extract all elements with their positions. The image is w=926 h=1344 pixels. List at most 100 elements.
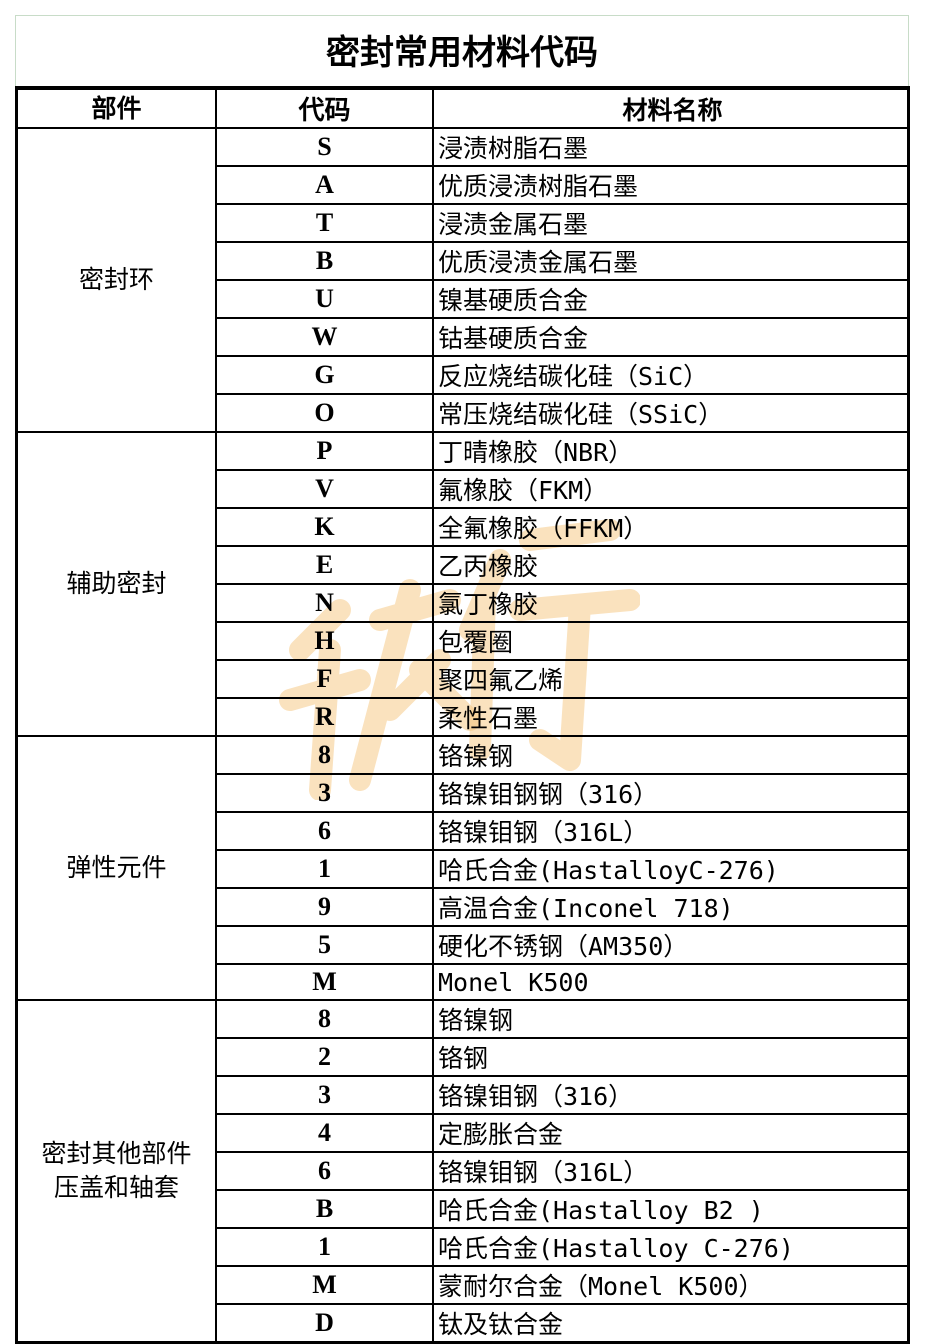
code-cell: O bbox=[215, 393, 434, 433]
code-cell: B bbox=[215, 1189, 434, 1229]
part-label: 密封环 bbox=[78, 265, 154, 294]
material-cell: 氟橡胶（FKM） bbox=[432, 469, 910, 509]
table-row: 弹性元件 8 铬镍钢 bbox=[15, 735, 910, 1001]
code-cell: F bbox=[215, 659, 434, 699]
material-cell: 铬钢 bbox=[432, 1037, 910, 1077]
code-cell: 6 bbox=[215, 1151, 434, 1191]
table-row: 3 铬镍钼钢（316） bbox=[17, 1075, 910, 1115]
code-cell: 8 bbox=[215, 735, 434, 775]
material-cell: 优质浸渍金属石墨 bbox=[432, 241, 910, 281]
code-cell: K bbox=[215, 507, 434, 547]
table-row: 辅助密封 P 丁晴橡胶（NBR） bbox=[15, 431, 910, 737]
code-cell: T bbox=[215, 203, 434, 243]
material-cell: 哈氏合金(Hastalloy C-276) bbox=[432, 1227, 910, 1267]
part-label: 压盖和轴套 bbox=[53, 1173, 179, 1202]
material-cell: 蒙耐尔合金（Monel K500） bbox=[432, 1265, 910, 1305]
materials-table: 部件 代码 材料名称 密封环 S 浸渍树脂石墨 A 优质浸渍树脂石墨 T 浸渍金属石墨 B 优质… bbox=[15, 86, 910, 1344]
code-cell: E bbox=[215, 545, 434, 585]
part-cell: 密封环 bbox=[15, 127, 217, 433]
code-cell: D bbox=[215, 1303, 434, 1344]
code-cell: 1 bbox=[215, 849, 434, 889]
table-row: H 包覆圈 bbox=[17, 621, 910, 661]
code-cell: 8 bbox=[215, 999, 434, 1039]
code-cell: U bbox=[215, 279, 434, 319]
material-cell: 常压烧结碳化硅（SSiC） bbox=[432, 393, 910, 433]
part-cell: 弹性元件 bbox=[15, 735, 217, 1001]
material-cell: 氯丁橡胶 bbox=[432, 583, 910, 623]
material-cell: 铬镍钼钢（316L） bbox=[432, 1151, 910, 1191]
code-cell: P bbox=[215, 431, 434, 471]
table-row: R 柔性石墨 bbox=[17, 697, 910, 737]
table-row: 2 铬钢 bbox=[17, 1037, 910, 1077]
material-cell: 铬镍钼钢（316L） bbox=[432, 811, 910, 851]
code-cell: S bbox=[215, 127, 434, 167]
code-cell: R bbox=[215, 697, 434, 737]
code-cell: M bbox=[215, 1265, 434, 1305]
table-row: N 氯丁橡胶 bbox=[17, 583, 910, 623]
table-row: T 浸渍金属石墨 bbox=[17, 203, 910, 243]
material-cell: 镍基硬质合金 bbox=[432, 279, 910, 319]
code-cell: B bbox=[215, 241, 434, 281]
material-cell: 全氟橡胶（FFKM） bbox=[432, 507, 910, 547]
code-cell: N bbox=[215, 583, 434, 623]
code-cell: A bbox=[215, 165, 434, 205]
table-row: 1 哈氏合金(HastalloyC-276) bbox=[17, 849, 910, 889]
table-row: 3 铬镍钼钢钢（316） bbox=[17, 773, 910, 813]
material-cell: 定膨胀合金 bbox=[432, 1113, 910, 1153]
material-cell: 铬镍钼钢钢（316） bbox=[432, 773, 910, 813]
page-title: 密封常用材料代码 bbox=[15, 15, 909, 86]
material-cell: 铬镍钢 bbox=[432, 735, 910, 775]
header-row: 部件 代码 材料名称 bbox=[15, 86, 910, 129]
code-cell: G bbox=[215, 355, 434, 395]
table-row: B 哈氏合金(Hastalloy B2 ) bbox=[17, 1189, 910, 1229]
material-cell: 浸渍金属石墨 bbox=[432, 203, 910, 243]
table-row: V 氟橡胶（FKM） bbox=[17, 469, 910, 509]
table-row: 密封环 S 浸渍树脂石墨 bbox=[15, 127, 910, 433]
material-cell: 丁晴橡胶（NBR） bbox=[432, 431, 910, 471]
code-cell: W bbox=[215, 317, 434, 357]
code-cell: 9 bbox=[215, 887, 434, 927]
material-cell: 聚四氟乙烯 bbox=[432, 659, 910, 699]
material-cell: 优质浸渍树脂石墨 bbox=[432, 165, 910, 205]
material-cell: 钴基硬质合金 bbox=[432, 317, 910, 357]
material-cell: 浸渍树脂石墨 bbox=[432, 127, 910, 167]
material-cell: 柔性石墨 bbox=[432, 697, 910, 737]
table-row: K 全氟橡胶（FFKM） bbox=[17, 507, 910, 547]
table-row: 6 铬镍钼钢（316L） bbox=[17, 1151, 910, 1191]
header-code: 代码 bbox=[215, 86, 434, 129]
material-cell: 乙丙橡胶 bbox=[432, 545, 910, 585]
code-cell: 4 bbox=[215, 1113, 434, 1153]
material-cell: 铬镍钢 bbox=[432, 999, 910, 1039]
code-cell: 3 bbox=[215, 1075, 434, 1115]
table-row: O 常压烧结碳化硅（SSiC） bbox=[17, 393, 910, 433]
table-row: 1 哈氏合金(Hastalloy C-276) bbox=[17, 1227, 910, 1267]
material-cell: 哈氏合金(Hastalloy B2 ) bbox=[432, 1189, 910, 1229]
material-cell: 钛及钛合金 bbox=[432, 1303, 910, 1344]
material-cell: 高温合金(Inconel 718) bbox=[432, 887, 910, 927]
code-cell: 5 bbox=[215, 925, 434, 965]
part-cell: 密封其他部件 压盖和轴套 bbox=[15, 999, 217, 1344]
table-row: 4 定膨胀合金 bbox=[17, 1113, 910, 1153]
code-cell: M bbox=[215, 963, 434, 1001]
table-row: 5 硬化不锈钢（AM350） bbox=[17, 925, 910, 965]
table-row: M Monel K500 bbox=[17, 963, 910, 1001]
table-row: G 反应烧结碳化硅（SiC） bbox=[17, 355, 910, 395]
material-cell: 反应烧结碳化硅（SiC） bbox=[432, 355, 910, 395]
code-cell: 3 bbox=[215, 773, 434, 813]
table-row: U 镍基硬质合金 bbox=[17, 279, 910, 319]
table-row: A 优质浸渍树脂石墨 bbox=[17, 165, 910, 205]
table-row: 9 高温合金(Inconel 718) bbox=[17, 887, 910, 927]
code-cell: H bbox=[215, 621, 434, 661]
code-cell: V bbox=[215, 469, 434, 509]
header-material: 材料名称 bbox=[432, 86, 910, 129]
part-cell: 辅助密封 bbox=[15, 431, 217, 737]
code-cell: 2 bbox=[215, 1037, 434, 1077]
part-label: 弹性元件 bbox=[66, 853, 167, 882]
material-cell: 包覆圈 bbox=[432, 621, 910, 661]
table-row: 6 铬镍钼钢（316L） bbox=[17, 811, 910, 851]
material-cell: 哈氏合金(HastalloyC-276) bbox=[432, 849, 910, 889]
code-cell: 1 bbox=[215, 1227, 434, 1267]
part-label: 辅助密封 bbox=[66, 569, 167, 598]
part-label: 密封其他部件 bbox=[41, 1139, 192, 1168]
material-cell: 硬化不锈钢（AM350） bbox=[432, 925, 910, 965]
